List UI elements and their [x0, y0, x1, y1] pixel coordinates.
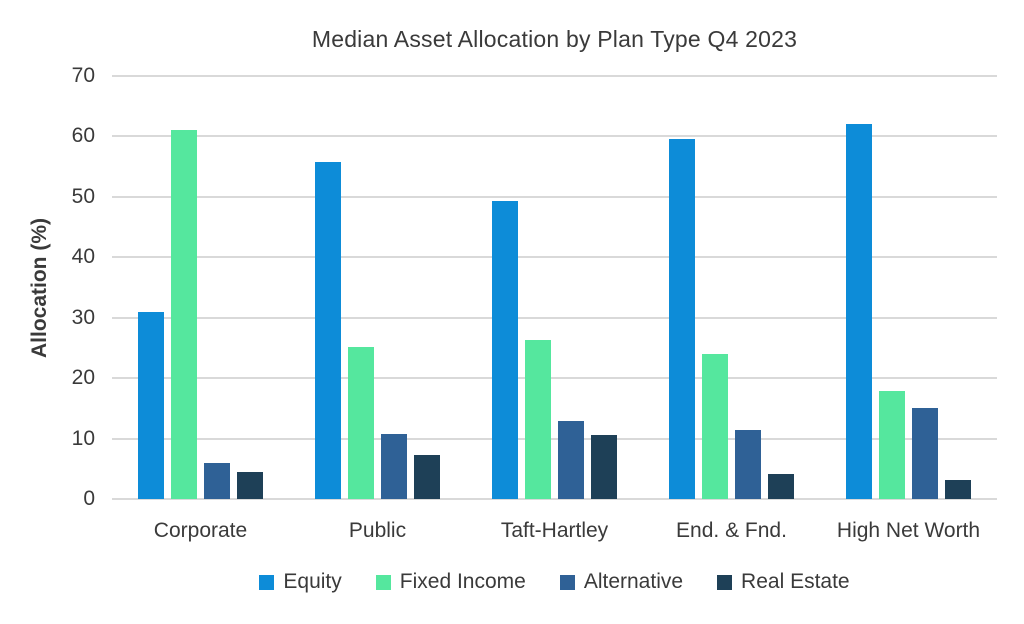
y-axis-title: Allocation (%) — [28, 218, 51, 358]
y-tick-label: 40 — [71, 245, 95, 269]
x-axis-label: High Net Worth — [836, 519, 981, 542]
bar-equity-taft-hartley — [492, 201, 518, 499]
bar-real-estate-high-net-worth — [945, 480, 971, 499]
y-gridline — [112, 256, 997, 259]
y-gridline — [112, 498, 997, 500]
y-gridline — [112, 377, 997, 380]
bar-alternative-public — [381, 434, 407, 499]
bar-equity-public — [315, 162, 341, 499]
bar-fixed-income-high-net-worth — [879, 391, 905, 499]
legend-label: Fixed Income — [399, 570, 526, 593]
bar-alternative-taft-hartley — [558, 421, 584, 499]
legend-swatch-icon — [717, 574, 733, 590]
y-tick-label: 10 — [71, 426, 95, 450]
legend-swatch-icon — [375, 574, 391, 590]
bar-equity-end-fnd- — [669, 139, 695, 499]
bar-group — [289, 76, 466, 499]
bar-real-estate-corporate — [237, 472, 263, 499]
y-tick-label: 50 — [71, 184, 95, 208]
bar-groups — [112, 76, 997, 499]
x-axis-label: End. & Fnd. — [676, 519, 787, 542]
y-gridline — [112, 195, 997, 198]
bar-real-estate-public — [414, 455, 440, 499]
y-tick-label: 30 — [71, 305, 95, 329]
y-tick-label: 20 — [71, 366, 95, 390]
bar-real-estate-taft-hartley — [591, 435, 617, 499]
x-axis-label: Taft-Hartley — [500, 519, 609, 542]
plot-area — [112, 75, 997, 500]
legend-item: Real Estate — [717, 570, 850, 594]
chart-title: Median Asset Allocation by Plan Type Q4 … — [311, 26, 798, 52]
legend-item: Alternative — [559, 570, 684, 594]
x-axis-labels: Corporate Public Taft-Hartley End. & Fnd. Hi… — [112, 519, 997, 543]
y-gridline — [112, 437, 997, 440]
x-axis-label: Corporate — [153, 519, 248, 542]
legend-item: Fixed Income — [375, 570, 526, 594]
bar-equity-corporate — [138, 312, 164, 499]
bar-group — [643, 76, 820, 499]
legend-label: Alternative — [583, 570, 684, 593]
bar-fixed-income-taft-hartley — [525, 340, 551, 499]
bar-fixed-income-public — [348, 347, 374, 499]
bar-alternative-high-net-worth — [912, 408, 938, 499]
y-gridline — [112, 135, 997, 138]
legend-swatch-icon — [559, 574, 575, 590]
y-gridline — [112, 75, 997, 77]
legend-label: Equity — [283, 570, 342, 593]
y-tick-label: 70 — [71, 64, 95, 87]
legend-swatch-icon — [259, 574, 275, 590]
y-gridline — [112, 316, 997, 319]
legend: Equity Fixed Income Alternative Real Estate — [112, 570, 997, 594]
y-tick-label: 60 — [71, 124, 95, 148]
legend-label: Real Estate — [741, 570, 850, 593]
x-axis-label: Public — [348, 519, 407, 542]
bar-alternative-corporate — [204, 463, 230, 499]
bar-fixed-income-corporate — [171, 130, 197, 499]
bar-group — [112, 76, 289, 499]
bar-group — [466, 76, 643, 499]
bar-group — [820, 76, 997, 499]
legend-item: Equity — [259, 570, 342, 594]
y-tick-label: 0 — [83, 487, 95, 510]
bar-equity-high-net-worth — [846, 124, 872, 499]
bar-alternative-end-fnd- — [735, 430, 761, 499]
bar-real-estate-end-fnd- — [768, 474, 794, 499]
bar-fixed-income-end-fnd- — [702, 354, 728, 499]
